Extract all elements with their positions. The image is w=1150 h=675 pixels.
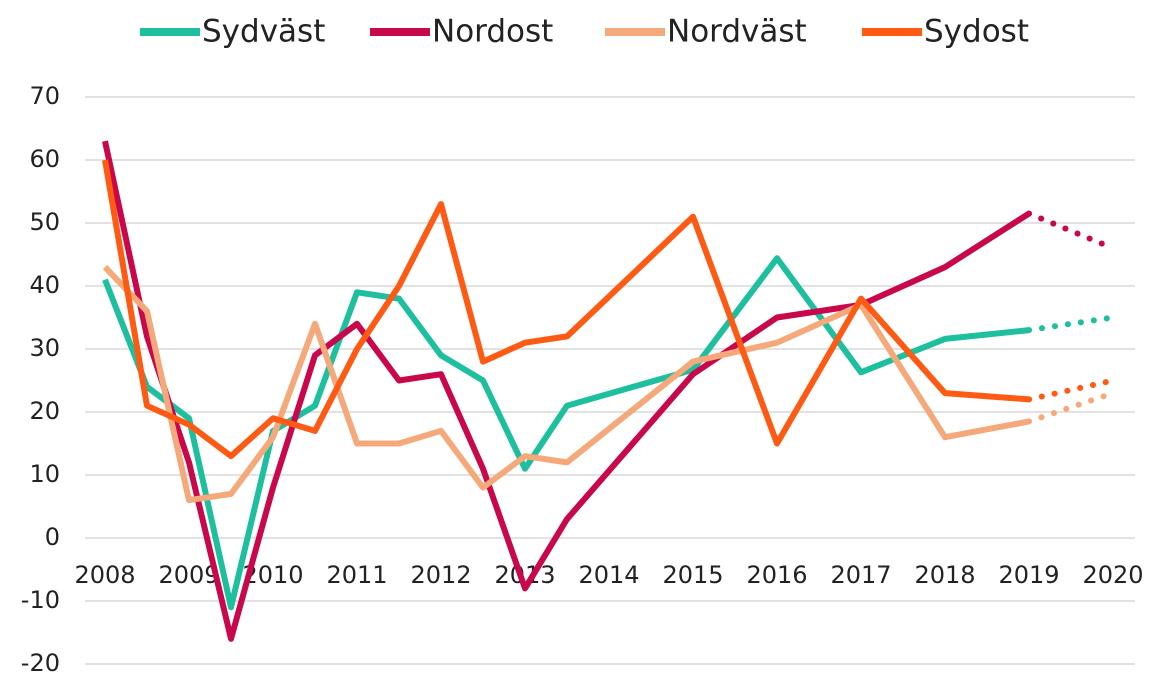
forecast-line (1026, 377, 1116, 403)
y-tick-label: 50 (29, 208, 60, 236)
y-tick-label: 60 (29, 145, 60, 173)
x-tick-label: 2011 (326, 561, 387, 589)
y-tick-label: 0 (45, 523, 60, 551)
series-line (102, 265, 1030, 504)
forecast-line (1026, 314, 1116, 334)
x-tick-label: 2008 (74, 561, 135, 589)
x-tick-label: 2016 (746, 561, 807, 589)
series-line (102, 159, 1030, 460)
y-tick-label: -20 (21, 649, 60, 675)
forecast-line (1026, 210, 1116, 252)
y-tick-label: 20 (29, 397, 60, 425)
series-line (102, 140, 1031, 642)
y-tick-label: 10 (29, 460, 60, 488)
legend-label: Sydväst (202, 14, 325, 50)
series-line (102, 255, 1030, 611)
x-tick-label: 2009 (158, 561, 219, 589)
y-tick-label: 40 (29, 271, 60, 299)
x-tick-label: 2017 (830, 561, 891, 589)
y-tick-label: -10 (21, 586, 60, 614)
x-tick-label: 2015 (662, 561, 723, 589)
x-tick-label: 2020 (1082, 561, 1143, 589)
x-tick-label: 2012 (410, 561, 471, 589)
x-tick-label: 2014 (578, 561, 639, 589)
legend-label: Sydost (924, 14, 1029, 50)
forecast-line (1026, 390, 1116, 425)
y-tick-label: 70 (29, 82, 60, 110)
x-tick-label: 2019 (998, 561, 1059, 589)
x-tick-label: 2018 (914, 561, 975, 589)
legend-label: Nordväst (667, 14, 807, 50)
y-tick-label: 30 (29, 334, 60, 362)
legend-label: Nordost (432, 14, 553, 50)
